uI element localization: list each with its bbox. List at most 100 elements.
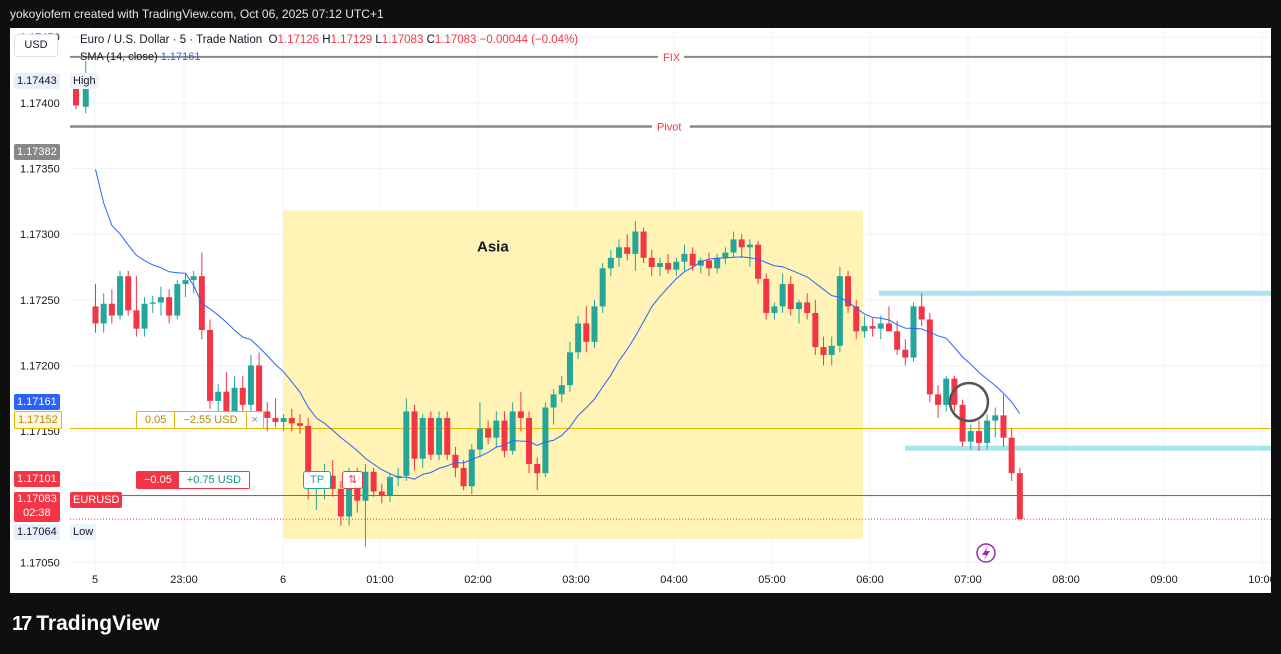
- candle-body[interactable]: [288, 417, 295, 424]
- candle-body[interactable]: [460, 467, 467, 487]
- candle-body[interactable]: [370, 471, 377, 492]
- candle-body[interactable]: [215, 391, 222, 401]
- candle-body[interactable]: [967, 431, 974, 442]
- candle-body[interactable]: [354, 478, 361, 501]
- candle-body[interactable]: [566, 352, 573, 386]
- candle-body[interactable]: [149, 302, 156, 304]
- candle-body[interactable]: [910, 306, 917, 358]
- candle-body[interactable]: [787, 284, 794, 310]
- candle-body[interactable]: [877, 323, 884, 329]
- candle-body[interactable]: [468, 449, 475, 487]
- currency-button[interactable]: USD: [14, 34, 58, 57]
- candle-body[interactable]: [501, 420, 508, 451]
- candle-body[interactable]: [607, 257, 614, 269]
- candle-body[interactable]: [403, 411, 410, 476]
- candle-body[interactable]: [141, 303, 148, 329]
- candle-body[interactable]: [616, 247, 623, 258]
- candle-body[interactable]: [190, 276, 197, 281]
- candle-body[interactable]: [706, 260, 712, 269]
- candlestick-chart[interactable]: AsiaFIXPivot1.174501.174001.173501.17300…: [10, 28, 1271, 593]
- candle-body[interactable]: [885, 323, 892, 332]
- candle-body[interactable]: [869, 326, 876, 329]
- candle-body[interactable]: [697, 260, 704, 266]
- candle-body[interactable]: [632, 231, 639, 254]
- candle-body[interactable]: [386, 477, 393, 496]
- candle-body[interactable]: [902, 349, 909, 358]
- candle-body[interactable]: [166, 297, 173, 316]
- tp-order-box[interactable]: −0.05 +0.75 USD: [136, 471, 250, 489]
- candle-body[interactable]: [583, 323, 590, 342]
- candle-body[interactable]: [665, 263, 672, 270]
- candle-body[interactable]: [108, 303, 115, 316]
- candle-body[interactable]: [100, 303, 107, 324]
- candle-body[interactable]: [517, 411, 524, 418]
- candle-body[interactable]: [534, 463, 541, 474]
- alert-lightning-icon[interactable]: [976, 543, 996, 563]
- candle-body[interactable]: [182, 280, 189, 285]
- close-position-icon[interactable]: ×: [245, 412, 263, 428]
- candle-body[interactable]: [362, 471, 369, 501]
- candle-body[interactable]: [575, 323, 582, 353]
- candle-body[interactable]: [755, 244, 762, 279]
- candle-body[interactable]: [943, 378, 950, 405]
- candle-body[interactable]: [444, 417, 451, 455]
- candle-body[interactable]: [935, 394, 942, 405]
- candle-body[interactable]: [984, 420, 991, 443]
- candle-body[interactable]: [591, 306, 598, 342]
- candle-body[interactable]: [763, 278, 770, 313]
- candle-body[interactable]: [264, 411, 271, 418]
- candle-body[interactable]: [256, 365, 263, 412]
- candle-body[interactable]: [157, 297, 164, 303]
- candle-body[interactable]: [624, 247, 631, 254]
- candle-body[interactable]: [550, 394, 557, 408]
- candle-body[interactable]: [117, 276, 124, 316]
- candle-body[interactable]: [1000, 415, 1007, 438]
- candle-body[interactable]: [992, 415, 999, 421]
- candle-body[interactable]: [427, 417, 434, 455]
- candle-body[interactable]: [272, 417, 279, 422]
- candle-body[interactable]: [648, 257, 655, 267]
- candle-body[interactable]: [133, 310, 140, 329]
- candle-body[interactable]: [207, 330, 214, 401]
- candle-body[interactable]: [92, 306, 99, 324]
- reverse-position-icon[interactable]: ⇅: [342, 471, 364, 489]
- candle-body[interactable]: [329, 475, 336, 489]
- candle-body[interactable]: [722, 252, 729, 258]
- chart-panel[interactable]: AsiaFIXPivot1.174501.174001.173501.17300…: [10, 28, 1271, 593]
- candle-body[interactable]: [542, 407, 549, 474]
- candle-body[interactable]: [509, 411, 516, 451]
- candle-body[interactable]: [730, 239, 737, 253]
- candle-body[interactable]: [174, 284, 181, 316]
- candle-body[interactable]: [918, 306, 925, 320]
- candle-body[interactable]: [845, 276, 852, 307]
- candle-body[interactable]: [640, 231, 647, 258]
- candle-body[interactable]: [746, 244, 753, 248]
- candle-body[interactable]: [804, 302, 811, 313]
- candle-body[interactable]: [656, 263, 663, 267]
- candle-body[interactable]: [485, 428, 492, 438]
- candle-body[interactable]: [73, 83, 79, 106]
- candle-body[interactable]: [828, 345, 835, 355]
- candle-body[interactable]: [812, 312, 819, 348]
- candle-body[interactable]: [771, 306, 778, 313]
- candle-body[interactable]: [297, 423, 303, 426]
- candle-body[interactable]: [419, 417, 426, 459]
- candle-body[interactable]: [411, 411, 418, 459]
- candle-body[interactable]: [959, 404, 966, 442]
- candle-body[interactable]: [125, 276, 132, 311]
- tp-tag[interactable]: TP: [303, 471, 332, 489]
- candle-body[interactable]: [853, 306, 860, 332]
- candle-body[interactable]: [82, 79, 89, 107]
- candle-body[interactable]: [231, 387, 238, 416]
- candle-body[interactable]: [395, 475, 402, 478]
- candle-body[interactable]: [599, 268, 606, 307]
- candle-body[interactable]: [894, 331, 901, 350]
- candle-body[interactable]: [493, 420, 500, 438]
- candle-body[interactable]: [1008, 437, 1015, 474]
- asia-session-box[interactable]: [283, 210, 863, 539]
- candle-body[interactable]: [280, 417, 287, 422]
- candle-body[interactable]: [673, 261, 680, 270]
- candle-body[interactable]: [681, 253, 688, 262]
- candle-body[interactable]: [436, 417, 443, 455]
- candle-body[interactable]: [820, 347, 827, 355]
